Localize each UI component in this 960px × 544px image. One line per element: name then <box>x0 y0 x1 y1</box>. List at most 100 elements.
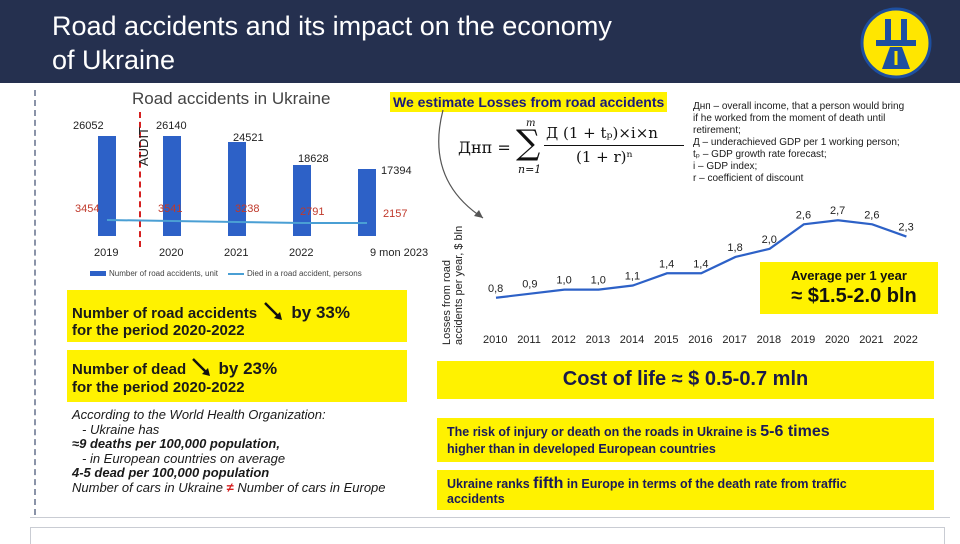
accidents-reduction-box: Number of road accidents by 33% for the … <box>67 290 407 342</box>
losses-data-label: 1,0 <box>556 275 571 287</box>
accidents-value-label: 24521 <box>233 132 264 145</box>
legend-line-5: tₚ – GDP growth rate forecast; <box>693 149 827 160</box>
accidents-value-label: 26052 <box>73 120 104 133</box>
accidents-bar <box>98 136 116 236</box>
cars-europe-label: Number of cars in Europe <box>237 479 386 495</box>
losses-data-label: 2,3 <box>898 222 913 234</box>
legend-line-2: if he worked from the moment of death un… <box>693 113 886 124</box>
formula-lhs: Днп = <box>458 138 511 157</box>
risk-multiplier: 5-6 times <box>760 423 830 440</box>
losses-data-label: 1,1 <box>625 271 640 283</box>
accidents-bar <box>228 142 246 236</box>
title-line-1: Road accidents and its impact on the eco… <box>52 11 612 41</box>
estimate-title: We estimate Losses from road accidents <box>390 92 668 112</box>
losses-x-tick-label: 2015 <box>654 334 678 346</box>
deaths-polyline <box>106 219 367 224</box>
losses-x-tick-label: 2018 <box>757 334 781 346</box>
header-bar: Road accidents and its impact on the eco… <box>0 0 960 83</box>
dead-box-percent: by 23% <box>218 359 278 378</box>
who-line-2: - Ukraine has <box>82 421 160 437</box>
losses-data-label: 2,7 <box>830 205 845 217</box>
rank-position: fifth <box>533 475 564 492</box>
legend-swatch-bar <box>90 271 106 276</box>
next-slide-frame <box>30 527 945 544</box>
rank-box: Ukraine ranks fifth in Europe in terms o… <box>437 470 934 510</box>
losses-x-tick-label: 2019 <box>791 334 815 346</box>
x-tick-label: 2019 <box>94 247 119 259</box>
page-title: Road accidents and its impact on the eco… <box>52 9 792 77</box>
dead-box-line2: for the period 2020-2022 <box>72 379 245 396</box>
accidents-box-line1: Number of road accidents by 33% <box>72 301 350 323</box>
accidents-box-percent: by 33% <box>291 303 350 322</box>
losses-x-tick-label: 2020 <box>825 334 849 346</box>
risk-text: The risk of injury or death on the roads… <box>447 425 761 439</box>
fraction-bar <box>544 145 684 146</box>
legend-swatch-line <box>227 272 244 275</box>
accidents-box-line2: for the period 2020-2022 <box>72 322 245 339</box>
arrow-down-icon <box>192 358 211 376</box>
chart-title: Road accidents in Ukraine <box>132 89 331 108</box>
deaths-value-label: 2791 <box>300 206 325 218</box>
x-tick-label: 2020 <box>159 247 184 259</box>
who-line-3: ≈9 deaths per 100,000 population, <box>72 436 280 451</box>
losses-y-axis-label: Losses from road accidents per year, $ b… <box>441 225 465 345</box>
losses-data-label: 2,6 <box>864 209 879 221</box>
dead-box-label: Number of dead <box>72 361 187 378</box>
divider <box>30 517 950 518</box>
losses-data-label: 1,4 <box>693 258 708 270</box>
losses-line-chart: 0,8 2010 0,9 2011 1,0 2012 1,0 2013 1,1 2014 1,4 20… <box>483 205 918 346</box>
rank-text-c: in Europe in terms of the death rate fro… <box>563 477 847 491</box>
accidents-bar <box>293 164 311 236</box>
accidents-value-label: 17394 <box>381 165 412 178</box>
losses-data-label: 0,9 <box>522 279 537 291</box>
average-box: Average per 1 year ≈ $1.5-2.0 bln <box>760 262 938 314</box>
risk-box: The risk of injury or death on the roads… <box>437 418 934 462</box>
formula-numerator: Д (1 + tₚ)×i×n <box>546 124 658 142</box>
left-dashed-guide <box>34 90 36 515</box>
not-equal-icon: ≠ <box>226 479 234 495</box>
cost-of-life-box: Cost of life ≈ $ 0.5-0.7 mln <box>437 361 934 399</box>
losses-x-tick-label: 2016 <box>688 334 712 346</box>
deaths-value-label: 3238 <box>235 203 260 215</box>
risk-line-1: The risk of injury or death on the roads… <box>447 423 830 441</box>
legend-line-7: r – coefficient of discount <box>693 173 804 184</box>
losses-x-tick-label: 2011 <box>517 334 541 346</box>
losses-data-label: 0,8 <box>488 283 503 295</box>
rank-text-a: Ukraine ranks <box>447 477 534 491</box>
losses-series-line <box>495 219 907 299</box>
deaths-value-label: 2157 <box>383 208 408 220</box>
cost-of-life-text: Cost of life ≈ $ 0.5-0.7 mln <box>562 368 809 390</box>
x-tick-label: 9 mon 2023 <box>370 247 429 259</box>
deaths-value-label: 3454 <box>75 203 100 215</box>
who-line-5: 4-5 dead per 100,000 population <box>72 465 270 480</box>
cars-ukraine-label: Number of cars in Ukraine <box>72 479 223 495</box>
who-line-1: According to the World Health Organizati… <box>72 407 326 422</box>
loss-formula: Днп = m ∑ n=1 Д (1 + tₚ)×i×n (1 + r)ⁿ <box>458 118 688 178</box>
losses-x-tick-label: 2017 <box>722 334 746 346</box>
chart-legend: Number of road accidents, unit Died in a… <box>90 269 362 278</box>
sum-symbol-icon: ∑ <box>516 123 541 163</box>
x-tick-label: 2021 <box>224 247 249 259</box>
who-line-6: Number of cars in Ukraine ≠ Number of ca… <box>72 479 442 496</box>
losses-x-tick-label: 2013 <box>586 334 610 346</box>
legend-line-1: Днп – overall income, that a person woul… <box>693 101 905 112</box>
who-statistics: According to the World Health Organizati… <box>72 407 442 496</box>
legend-bar-label: Number of road accidents, unit <box>109 269 218 278</box>
title-line-2: of Ukraine <box>52 45 176 75</box>
legend-line-label: Died in a road accident, persons <box>246 269 362 278</box>
average-label: Average per 1 year <box>791 268 907 283</box>
average-value: ≈ $1.5-2.0 bln <box>791 285 917 307</box>
arrow-down-icon <box>264 302 283 320</box>
formula-denominator: (1 + r)ⁿ <box>576 148 634 166</box>
accidents-bar <box>358 169 376 236</box>
losses-x-tick-label: 2022 <box>893 334 917 346</box>
losses-data-label: 1,8 <box>727 242 742 254</box>
x-tick-label: 2022 <box>289 247 314 259</box>
accidents-value-label: 26140 <box>156 120 187 132</box>
formula-legend: Днп – overall income, that a person woul… <box>693 101 948 185</box>
losses-x-tick-label: 2021 <box>859 334 883 346</box>
pointer-arrow <box>438 109 484 219</box>
dead-box-line1: Number of dead by 23% <box>72 357 277 379</box>
deaths-series-line <box>106 219 367 224</box>
